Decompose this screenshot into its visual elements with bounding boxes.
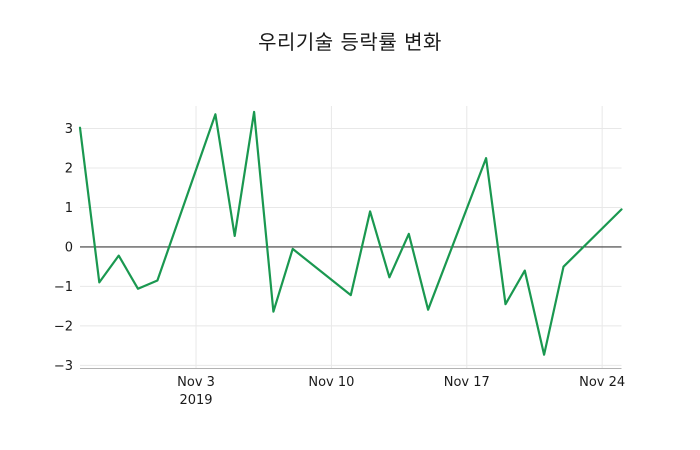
x-tick-label: Nov 3 xyxy=(177,375,215,390)
y-tick-label: 3 xyxy=(65,122,73,137)
y-tick-label: −1 xyxy=(54,280,73,295)
price-change-line xyxy=(78,110,623,356)
x-tick-label: Nov 24 xyxy=(579,375,625,390)
y-tick-label: −3 xyxy=(54,359,73,374)
x-tick-label: Nov 17 xyxy=(444,375,490,390)
x-tick-year-label: 2019 xyxy=(179,393,212,408)
x-tick-label: Nov 10 xyxy=(308,375,354,390)
y-tick-label: −2 xyxy=(54,319,73,334)
chart-title: 우리기술 등락률 변화 xyxy=(258,30,442,54)
y-tick-label: 0 xyxy=(65,240,73,255)
y-tick-label: 2 xyxy=(65,161,73,176)
y-tick-label: 1 xyxy=(65,201,73,216)
